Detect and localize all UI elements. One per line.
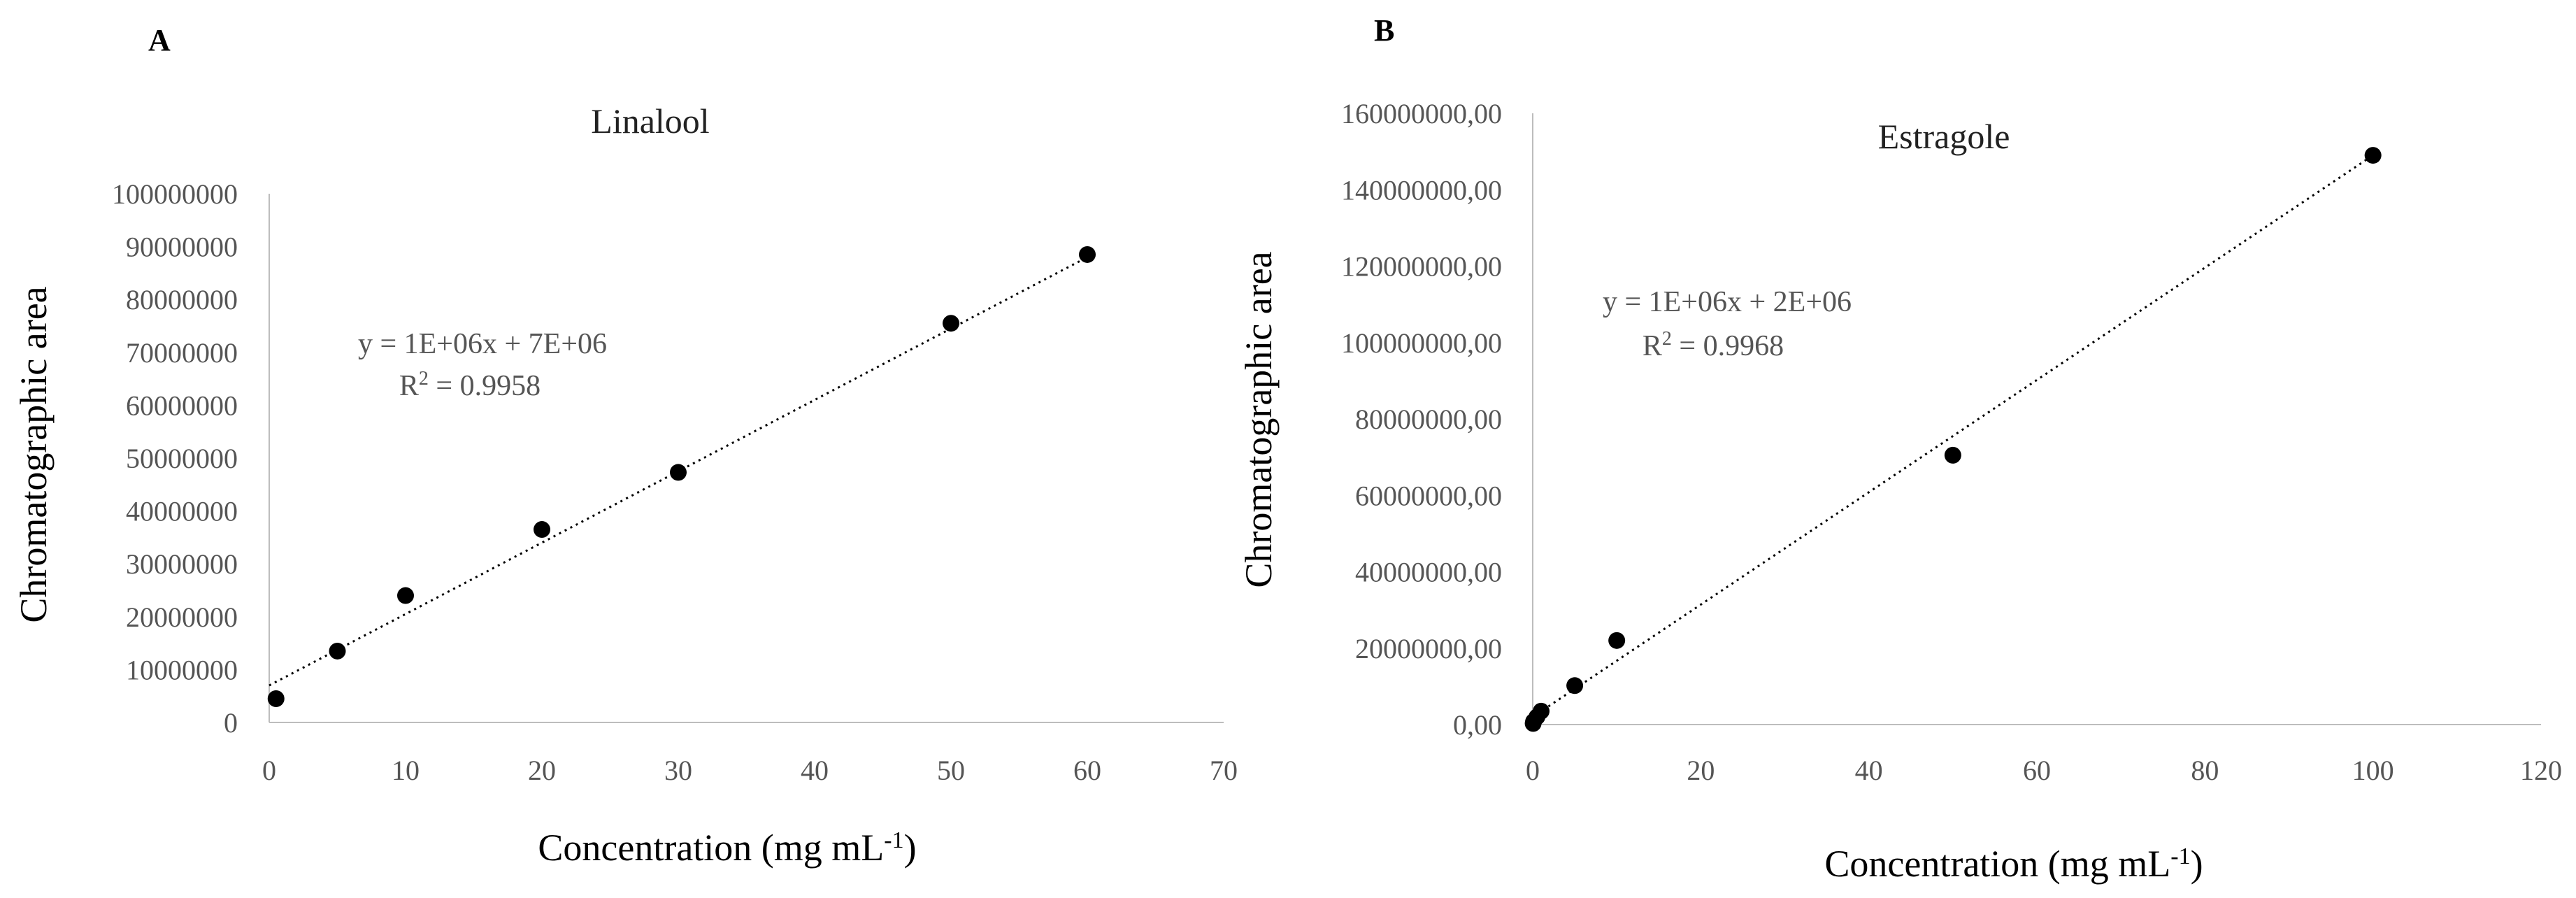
panel-a-data-point (397, 587, 414, 604)
panel-a-x-axis-title: Concentration (mg mL-1) (538, 827, 916, 869)
panel-b-equation: y = 1E+06x + 2E+06 R2 = 0.9968 (1603, 286, 1852, 362)
panel-b-r2-text: R2 = 0.9968 (1643, 328, 1784, 363)
panel-a-equation-text: y = 1E+06x + 7E+06 (358, 328, 607, 360)
panel-a-y-tick-label: 50000000 (126, 443, 238, 474)
panel-a-y-tick-label: 80000000 (126, 284, 238, 315)
panel-b-y-tick-label: 20000000,00 (1355, 633, 1502, 664)
panel-b-x-tick-label: 60 (2023, 755, 2051, 786)
panel-a-x-tick-label: 40 (801, 755, 829, 786)
panel-a-x-ticks: 0 10 20 30 40 50 60 70 (262, 755, 1238, 786)
panel-b-x-tick-label: 20 (1687, 755, 1715, 786)
panel-a-data-point (943, 315, 959, 332)
panel-a-letter: A (148, 23, 171, 57)
panel-a-points (267, 245, 1096, 707)
panel-b-x-tick-label: 40 (1855, 755, 1883, 786)
panel-b-letter: B (1374, 13, 1394, 48)
panel-a-data-point (329, 642, 346, 660)
panel-b-data-point (1566, 677, 1584, 694)
panel-a: A Linalool y = 1E+06x + 7E+06 R2 = 0.995… (13, 23, 1238, 869)
panel-a-data-point (670, 464, 687, 481)
panel-a-y-tick-label: 0 (224, 707, 238, 739)
panel-a-x-tick-label: 70 (1210, 755, 1238, 786)
panel-a-y-tick-label: 10000000 (126, 654, 238, 685)
panel-a-y-tick-label: 60000000 (126, 390, 238, 421)
panel-a-title: Linalool (591, 101, 709, 141)
panel-b-y-tick-label: 140000000,00 (1341, 174, 1502, 206)
panel-a-x-tick-label: 60 (1073, 755, 1101, 786)
panel-b-trendline-group (1532, 154, 2374, 718)
panel-a-equation: y = 1E+06x + 7E+06 R2 = 0.9958 (358, 328, 607, 402)
panel-b-y-tick-label: 80000000,00 (1355, 404, 1502, 435)
panel-b-y-tick-label: 0,00 (1453, 709, 1502, 741)
panel-a-y-tick-label: 70000000 (126, 337, 238, 369)
panel-b-y-tick-label: 60000000,00 (1355, 480, 1502, 511)
panel-b-axes (1532, 113, 2541, 725)
panel-b-x-axis-title: Concentration (mg mL-1) (1824, 843, 2203, 885)
panel-b-y-axis-title: Chromatographic area (1238, 251, 1280, 587)
panel-a-x-tick-label: 10 (392, 755, 420, 786)
panel-b-title: Estragole (1878, 117, 2010, 156)
panel-a-y-axis-title: Chromatographic area (13, 286, 55, 622)
panel-b-y-tick-label: 160000000,00 (1341, 98, 1502, 129)
panel-a-x-tick-label: 30 (664, 755, 692, 786)
panel-a-y-ticks: 0 10000000 20000000 30000000 40000000 5000000… (112, 178, 238, 739)
panel-b-equation-text: y = 1E+06x + 2E+06 (1603, 286, 1852, 318)
panel-b-x-ticks: 0 20 40 60 80 100 120 (1526, 755, 2562, 786)
panel-b-x-tick-label: 120 (2520, 755, 2562, 786)
panel-a-data-point (1079, 245, 1096, 263)
panel-b-y-tick-label: 100000000,00 (1341, 327, 1502, 359)
panel-b-points (1524, 147, 2382, 732)
panel-a-x-tick-label: 0 (262, 755, 276, 786)
panel-b-y-tick-label: 40000000,00 (1355, 557, 1502, 588)
panel-a-x-tick-label: 20 (528, 755, 556, 786)
panel-b-y-tick-label: 120000000,00 (1341, 251, 1502, 283)
panel-a-y-tick-label: 100000000 (112, 178, 238, 210)
panel-a-axes (269, 194, 1224, 723)
panel-b-y-ticks: 0,00 20000000,00 40000000,00 60000000,00 800… (1341, 98, 1502, 741)
panel-a-y-tick-label: 90000000 (126, 231, 238, 263)
panel-b-data-point (1944, 446, 1961, 464)
panel-b-x-tick-label: 80 (2191, 755, 2219, 786)
panel-a-data-point (267, 690, 285, 707)
panel-b-data-point (1533, 702, 1550, 720)
panel-b-trendline (1532, 154, 2374, 718)
panel-b-x-tick-label: 100 (2352, 755, 2394, 786)
panel-a-y-tick-label: 40000000 (126, 496, 238, 527)
panel-a-r2-text: R2 = 0.9958 (399, 368, 541, 403)
panel-a-x-tick-label: 50 (937, 755, 965, 786)
panel-b: B Estragole y = 1E+06x + 2E+06 R2 = 0.99… (1238, 13, 2562, 885)
panel-a-y-tick-label: 20000000 (126, 601, 238, 633)
panel-b-x-tick-label: 0 (1526, 755, 1540, 786)
panel-b-data-point (1608, 632, 1626, 649)
panel-a-y-tick-label: 30000000 (126, 548, 238, 580)
panel-a-data-point (534, 521, 550, 539)
panel-b-data-point (2364, 147, 2382, 164)
